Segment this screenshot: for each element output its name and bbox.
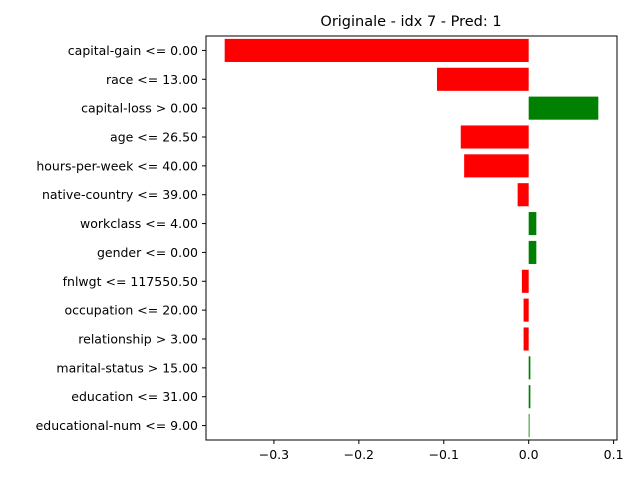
bar-11 (528, 356, 531, 380)
x-tick-label-0: −0.3 (259, 447, 289, 462)
plot-frame (205, 35, 618, 441)
bar-13 (528, 414, 530, 438)
bar-1 (436, 67, 529, 91)
bar-8 (521, 269, 529, 293)
y-tick-label-12: education <= 31.00 (71, 389, 198, 404)
bar-6 (528, 212, 537, 236)
bars-group (224, 38, 599, 438)
y-tick-label-6: workclass <= 4.00 (80, 216, 198, 231)
chart-title: Originale - idx 7 - Pred: 1 (320, 14, 501, 30)
x-tick-label-3: 0.0 (519, 447, 539, 462)
y-tick-label-9: occupation <= 20.00 (64, 303, 198, 318)
bar-2 (528, 96, 599, 120)
y-tick-label-13: educational-num <= 9.00 (36, 418, 198, 433)
y-tick-label-5: native-country <= 39.00 (42, 187, 198, 202)
y-tick-labels: capital-gain <= 0.00 race <= 13.00 capital… (36, 43, 206, 433)
bar-12 (528, 385, 531, 409)
y-tick-label-7: gender <= 0.00 (97, 245, 198, 260)
y-tick-label-2: capital-loss > 0.00 (81, 101, 198, 116)
bar-9 (523, 298, 529, 322)
bar-4 (464, 154, 529, 178)
y-tick-label-1: race <= 13.00 (106, 72, 198, 87)
y-tick-label-0: capital-gain <= 0.00 (68, 43, 198, 58)
x-axis-ticks: −0.3 −0.2 −0.1 0.0 0.1 (259, 440, 624, 462)
x-tick-label-1: −0.2 (344, 447, 374, 462)
y-tick-label-8: fnlwgt <= 117550.50 (63, 274, 198, 289)
y-tick-label-11: marital-status > 15.00 (56, 360, 198, 375)
bar-7 (528, 240, 537, 264)
y-tick-label-4: hours-per-week <= 40.00 (36, 158, 198, 173)
x-tick-label-4: 0.1 (604, 447, 624, 462)
bar-3 (460, 125, 529, 149)
bar-10 (523, 327, 529, 351)
y-tick-label-10: relationship > 3.00 (78, 332, 198, 347)
x-tick-label-2: −0.1 (429, 447, 459, 462)
y-tick-label-3: age <= 26.50 (110, 130, 198, 145)
bar-5 (517, 183, 529, 207)
bar-0 (224, 38, 529, 62)
